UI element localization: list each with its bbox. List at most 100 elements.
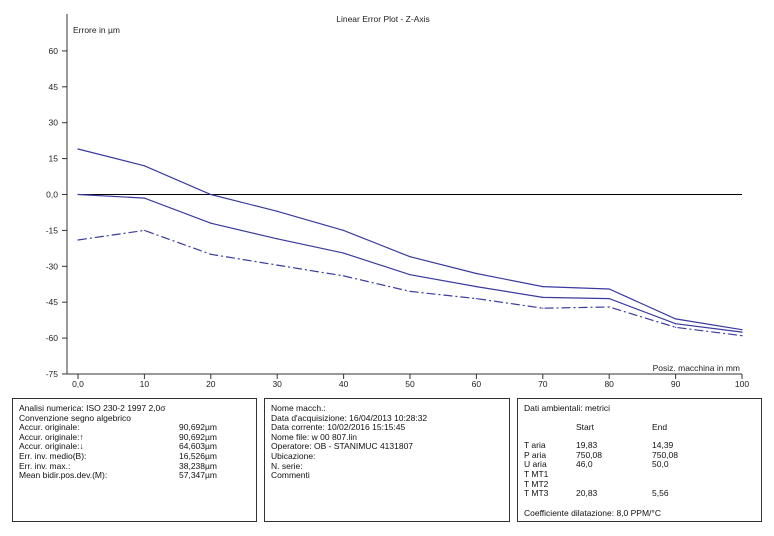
series-3-point: [276, 264, 278, 266]
machine-info-row: Commenti: [271, 470, 310, 481]
analysis-label: Mean bidir.pos.dev.(M):: [19, 470, 108, 481]
env-start-value: 750,08: [576, 449, 602, 460]
series-2-point: [276, 238, 278, 240]
analysis-label: Err. inv. medio(B):: [19, 450, 87, 461]
machine-info-row: Data d'acquisizione: 16/04/2013 10:28:32: [271, 412, 428, 423]
env-end-value: 14,39: [652, 440, 674, 451]
series-2-point: [343, 252, 345, 254]
analysis-value: 57,347µm: [179, 470, 217, 481]
analysis-row: Err. inv. max.: 38,238µm: [19, 460, 250, 472]
series-3-point: [675, 326, 677, 328]
y-tick-label: 15: [49, 154, 59, 164]
series-2-point: [143, 197, 145, 199]
series-3-point: [210, 253, 212, 255]
analysis-row: Analisi numerica: ISO 230-2 1997 2,0σ: [19, 403, 250, 414]
env-label: T MT1: [524, 468, 549, 479]
env-label: U aria: [524, 459, 547, 470]
series-2-point: [741, 331, 743, 333]
series-2-point: [77, 193, 79, 196]
series-3-point: [741, 335, 743, 337]
env-start-value: 19,83: [576, 440, 598, 451]
series-3-point: [343, 275, 345, 277]
end-column-label: End: [652, 421, 668, 432]
analysis-label: Accur. originale:↓: [19, 441, 84, 452]
env-end-value: 50,0: [652, 459, 669, 470]
env-start-value: 20,83: [576, 488, 598, 499]
x-tick-label: 40: [339, 379, 349, 389]
env-end-value: 750,08: [652, 449, 678, 460]
analysis-row: Accur. originale:↓ 64,603µm: [19, 442, 250, 452]
analysis-row: Mean bidir.pos.dev.(M): 57,347µm: [19, 470, 250, 481]
analysis-row: Accur. originale:↑ 90,692µm: [19, 431, 250, 443]
x-tick-label: 60: [472, 379, 482, 389]
y-axis-label: Errore in µm: [73, 25, 120, 35]
series-1-point: [143, 165, 145, 167]
series-2-point: [475, 286, 477, 288]
series-1-point: [343, 229, 345, 231]
y-tick-label: 0,0: [46, 190, 58, 200]
machine-info-row: N. serie:: [271, 460, 303, 471]
series-1-point: [542, 286, 544, 288]
environment-row: P aria 750,08 750,08: [524, 449, 755, 461]
series-line-3: [77, 229, 743, 337]
linear-error-chart: Linear Error Plot - Z-Axis Errore in µm …: [46, 14, 749, 389]
analysis-panel: Analisi numerica: ISO 230-2 1997 2,0σ Con…: [12, 398, 257, 522]
analysis-label: Accur. originale:: [19, 422, 80, 433]
series-1-point: [210, 193, 212, 196]
series-3-point: [542, 307, 544, 309]
series-2-point: [608, 297, 610, 300]
chart-title: Linear Error Plot - Z-Axis: [336, 14, 430, 24]
series-2-point: [542, 296, 544, 298]
series-1-point: [475, 272, 477, 275]
series-1-point: [409, 256, 411, 258]
expansion-coefficient: Coefficiente dilatazione: 8,0 PPM/°C: [524, 507, 661, 518]
env-end-value: 5,56: [652, 488, 669, 499]
env-label: P aria: [524, 449, 547, 460]
environment-row: U aria 46,0 50,0: [524, 460, 755, 470]
series-3-point: [409, 290, 411, 293]
machine-info-row: Nome macch.:: [271, 403, 326, 413]
analysis-row: Err. inv. medio(B): 16,526µm: [19, 450, 250, 462]
machine-info-row: Ubicazione:: [271, 450, 316, 461]
environment-header: Start End: [524, 421, 755, 433]
analysis-row: Convenzione segno algebrico: [19, 412, 250, 424]
env-label: T MT2: [524, 478, 549, 489]
y-tick-label: 60: [49, 46, 59, 56]
analysis-value: 64,603µm: [179, 441, 217, 452]
series-line-2: [77, 193, 743, 333]
analysis-value: 16,526µm: [179, 450, 217, 461]
analysis-label: Convenzione segno algebrico: [19, 412, 131, 423]
x-tick-label: 80: [604, 379, 614, 389]
series-2-point: [210, 222, 212, 224]
y-tick-label: -75: [46, 369, 59, 379]
series-3-point: [143, 229, 145, 231]
machine-info-row: Operatore: OB - STANIMUC 4131807: [271, 441, 414, 452]
environment-title: Dati ambientali: metrici: [524, 403, 610, 413]
start-column-label: Start: [576, 421, 594, 432]
series-1-point: [741, 329, 743, 331]
series-3-point: [77, 239, 79, 241]
analysis-row: Accur. originale: 90,692µm: [19, 422, 250, 433]
series-3-point: [475, 297, 477, 300]
analysis-label: Err. inv. max.:: [19, 460, 71, 471]
series-1-point: [608, 288, 610, 290]
series-1-point: [675, 318, 677, 320]
series-3-point: [608, 306, 610, 308]
y-tick-label: 45: [49, 82, 59, 92]
x-axis-label: Posiz. macchina in mm: [653, 363, 740, 373]
x-tick-label: 20: [206, 379, 216, 389]
x-tick-label: 50: [405, 379, 415, 389]
env-label: T MT3: [524, 488, 549, 499]
x-tick-label: 0,0: [72, 379, 84, 389]
y-tick-label: 30: [49, 118, 59, 128]
series-2-point: [675, 323, 677, 325]
environment-row: T MT1: [524, 468, 755, 480]
analysis-value: 90,692µm: [179, 422, 217, 433]
analysis-label: Accur. originale:↑: [19, 431, 84, 442]
series-1-point: [77, 148, 79, 150]
env-start-value: 46,0: [576, 459, 593, 470]
y-tick-label: -60: [46, 333, 59, 343]
series-1-point: [276, 210, 278, 212]
y-tick-label: -30: [46, 261, 59, 271]
y-tick-label: -15: [46, 225, 59, 235]
